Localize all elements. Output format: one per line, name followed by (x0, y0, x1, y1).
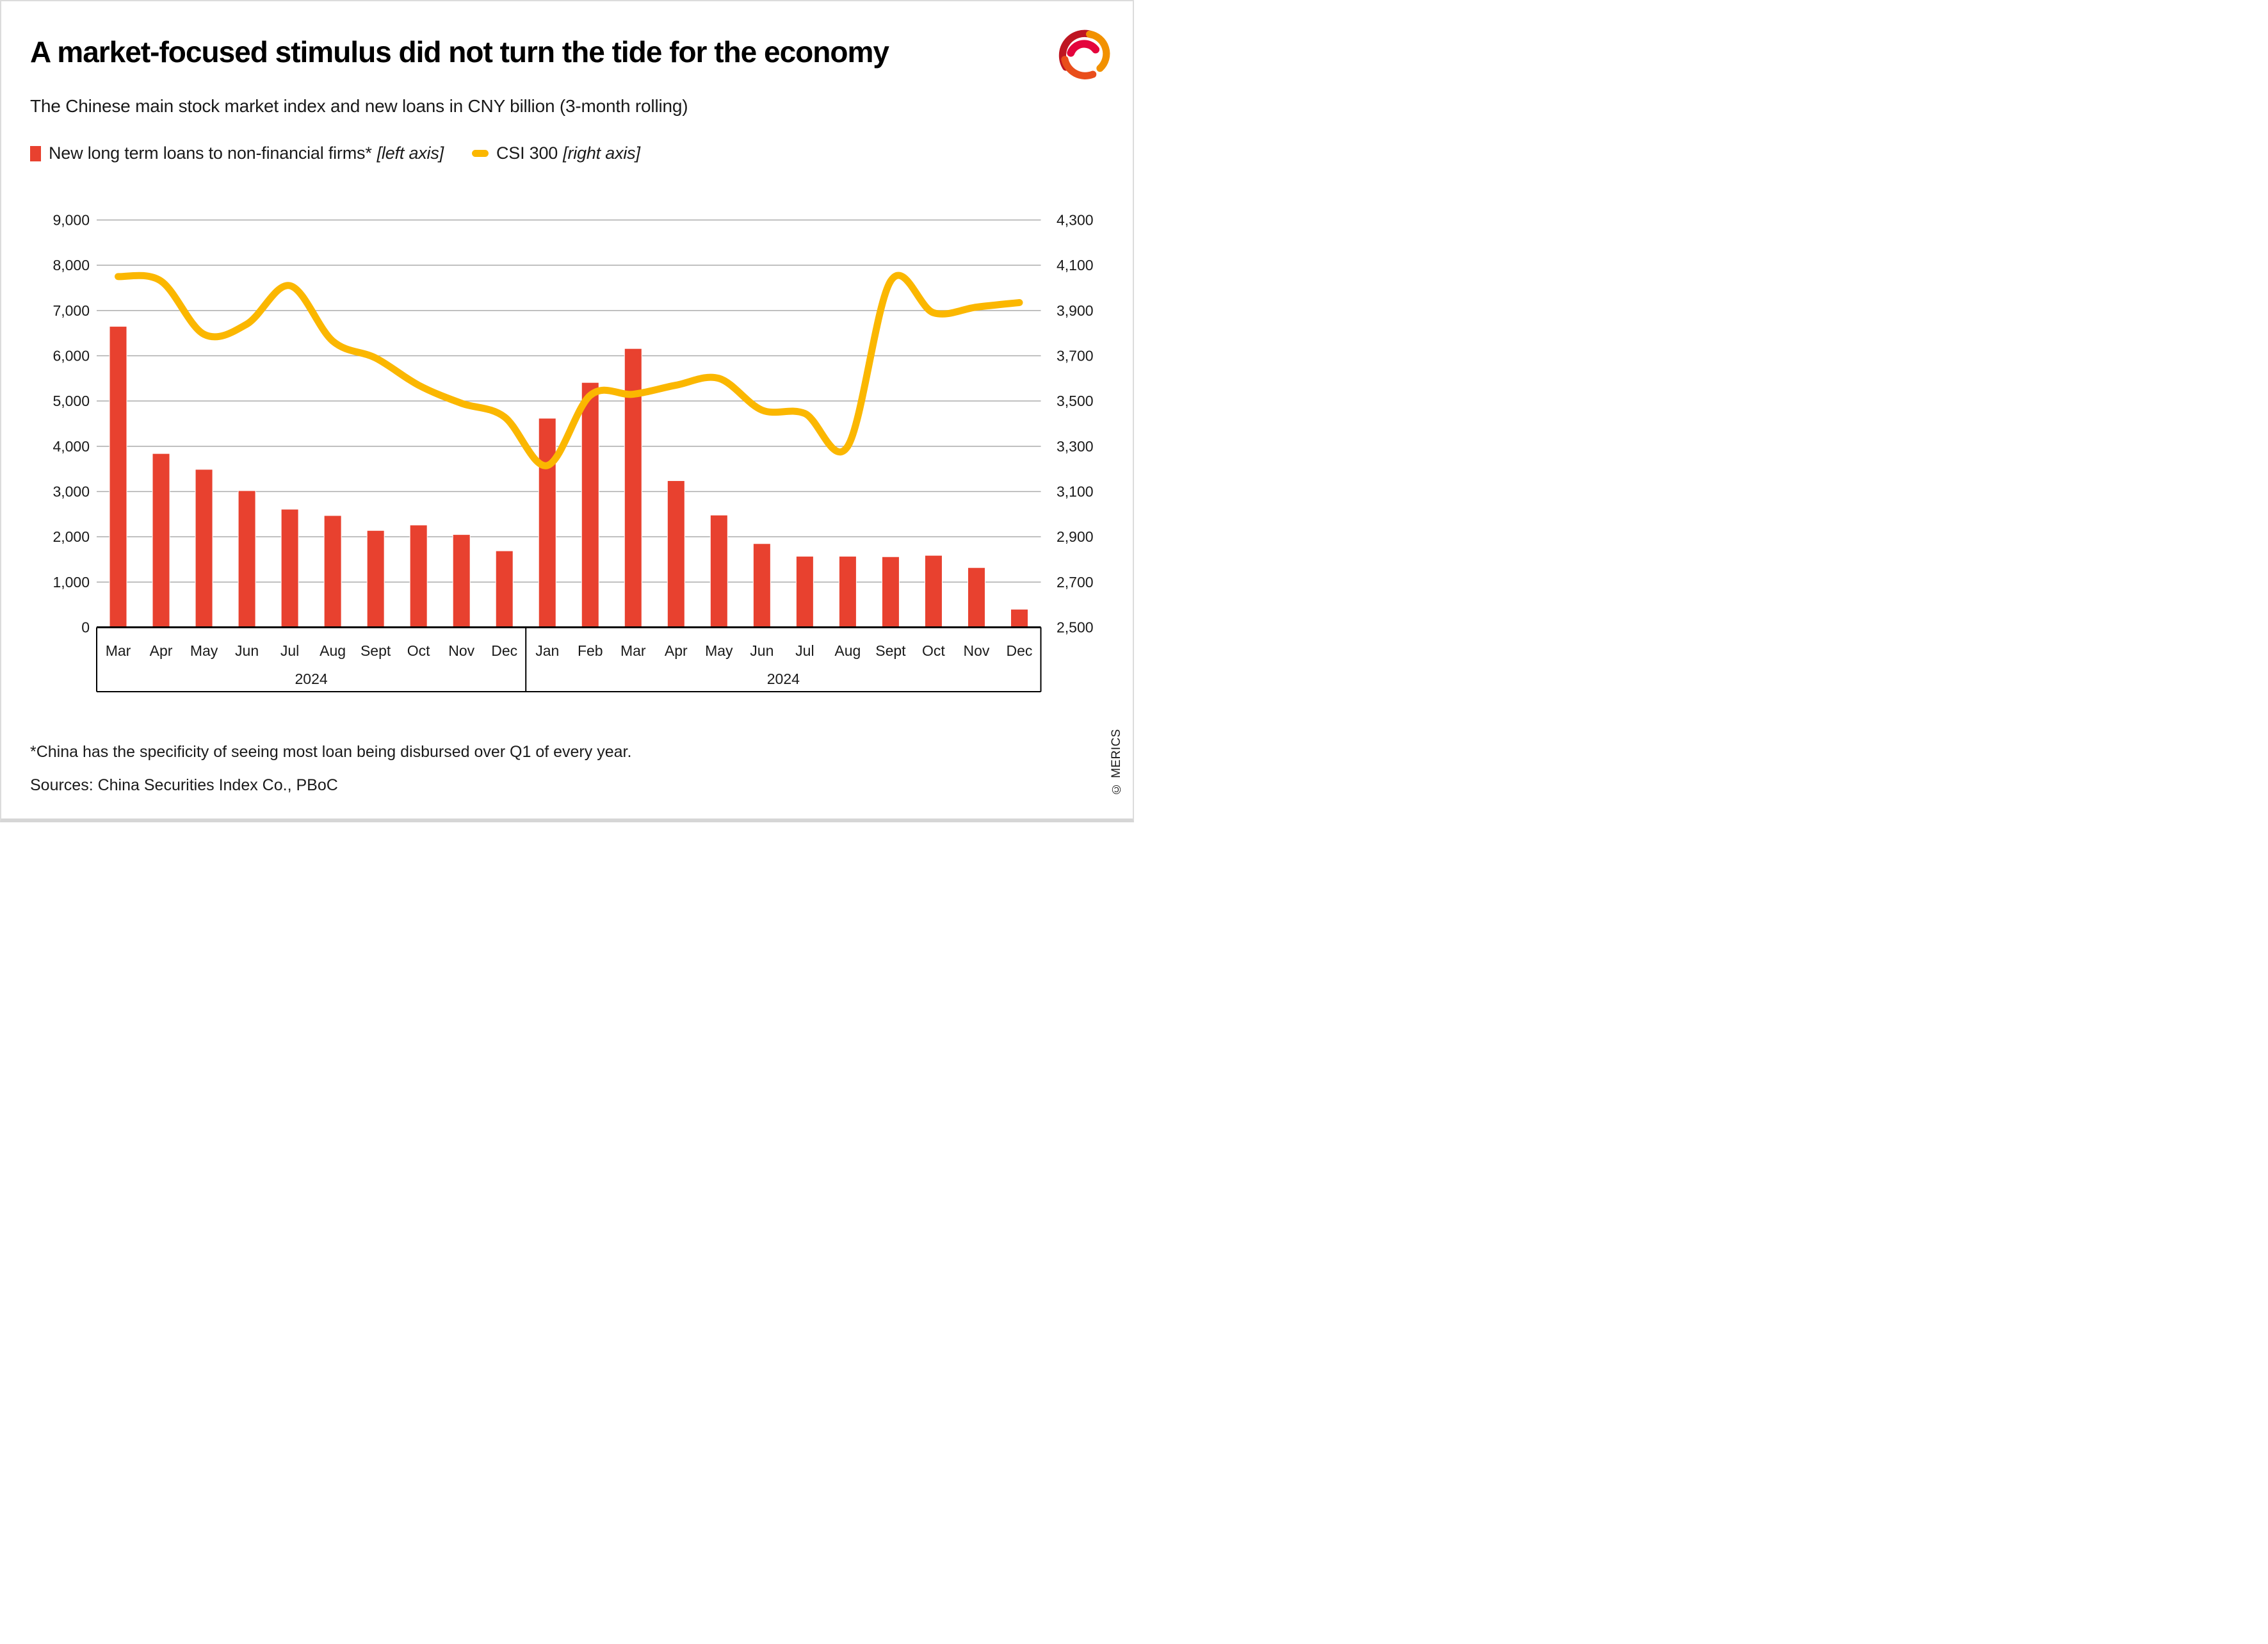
bar (538, 418, 556, 628)
month-label: Jul (280, 642, 299, 659)
month-label: Jul (795, 642, 814, 659)
loans-swatch-icon (30, 145, 41, 161)
month-label: Oct (407, 642, 430, 659)
legend-item-csi300: CSI 300 [right axis] (471, 143, 640, 163)
legend-label-csi300: CSI 300 (496, 143, 558, 163)
right-axis-tick: 2,900 (1057, 528, 1094, 545)
right-axis-labels: 4,300 4,100 3,900 3,700 3,500 3,300 3,100 2,900… (1057, 212, 1094, 636)
bar (409, 525, 428, 628)
month-label: Jun (235, 642, 259, 659)
right-axis-tick: 2,500 (1057, 619, 1094, 636)
left-axis-tick: 0 (81, 619, 90, 636)
bar (967, 567, 985, 628)
bar (323, 515, 342, 628)
legend-axis-note-left: [left axis] (377, 143, 444, 163)
legend-axis-note-right: [right axis] (563, 143, 640, 163)
bar (924, 555, 943, 628)
page-title: A market-focused stimulus did not turn t… (30, 35, 889, 69)
chart-canvas: 9,000 8,000 7,000 6,000 5,000 4,000 3,000 2,000… (53, 212, 1094, 692)
bar (881, 556, 900, 628)
left-axis-tick: 3,000 (53, 484, 90, 500)
right-axis-tick: 3,700 (1057, 348, 1094, 364)
right-axis-tick: 2,700 (1057, 574, 1094, 590)
right-axis-tick: 4,300 (1057, 212, 1094, 229)
month-label: Aug (320, 642, 346, 659)
bar (795, 556, 814, 628)
month-label: Nov (448, 642, 474, 659)
right-axis-tick: 3,300 (1057, 438, 1094, 455)
x-axis-box (96, 626, 1042, 692)
bar (667, 480, 685, 628)
left-axis-tick: 8,000 (53, 257, 90, 273)
month-label: Nov (964, 642, 990, 659)
month-label: Mar (620, 642, 646, 659)
month-label: Dec (491, 642, 517, 659)
bar (238, 490, 256, 628)
bar (452, 534, 471, 628)
month-label: Sept (875, 642, 906, 659)
right-axis-tick: 3,500 (1057, 393, 1094, 409)
year-label: 2024 (767, 671, 800, 687)
left-axis-tick: 6,000 (53, 348, 90, 364)
month-label: Sept (360, 642, 391, 659)
month-label: Apr (150, 642, 173, 659)
left-axis-tick: 5,000 (53, 393, 90, 409)
month-labels: Mar Apr May Jun Jul Aug Sept Oct Nov Dec Jan Feb Mar… (106, 642, 1033, 659)
bar (195, 469, 213, 628)
bar-series (109, 326, 1028, 628)
copyright: © MERICS (1110, 728, 1123, 795)
csi300-swatch-icon (471, 150, 489, 157)
month-label: Dec (1007, 642, 1033, 659)
bar (280, 509, 299, 628)
left-axis-tick: 9,000 (53, 212, 90, 229)
page-subtitle: The Chinese main stock market index and … (30, 96, 688, 116)
bar (366, 530, 385, 628)
footnote: *China has the specificity of seeing mos… (30, 743, 632, 761)
sources: Sources: China Securities Index Co., PBo… (30, 776, 338, 794)
bar (752, 543, 771, 628)
right-axis-tick: 3,900 (1057, 302, 1094, 319)
left-axis-tick: 2,000 (53, 528, 90, 545)
bar (581, 382, 599, 628)
left-axis-tick: 4,000 (53, 438, 90, 455)
left-axis-labels: 9,000 8,000 7,000 6,000 5,000 4,000 3,000 2,000… (53, 212, 90, 636)
month-label: Aug (834, 642, 861, 659)
bar (838, 556, 857, 628)
left-axis-tick: 7,000 (53, 302, 90, 319)
bar (109, 326, 127, 628)
year-label: 2024 (295, 671, 328, 687)
bar (1010, 608, 1028, 628)
left-axis-tick: 1,000 (53, 574, 90, 590)
legend: New long term loans to non-financial fir… (30, 143, 640, 163)
merics-logo-icon (1058, 29, 1110, 79)
csi300-line (115, 272, 1023, 469)
bar (495, 550, 514, 628)
month-label: May (705, 642, 733, 659)
year-labels: 2024 2024 (295, 671, 800, 687)
legend-label-loans: New long term loans to non-financial fir… (49, 143, 372, 163)
right-axis-tick: 4,100 (1057, 257, 1094, 273)
month-label: Mar (106, 642, 131, 659)
month-label: Feb (578, 642, 603, 659)
legend-item-loans: New long term loans to non-financial fir… (30, 143, 444, 163)
month-label: Jun (750, 642, 774, 659)
month-label: Oct (922, 642, 945, 659)
right-axis-tick: 3,100 (1057, 484, 1094, 500)
month-label: Jan (535, 642, 559, 659)
bar (709, 514, 728, 628)
bar (152, 453, 170, 628)
chart-figure: A market-focused stimulus did not turn t… (0, 0, 1134, 822)
month-label: Apr (665, 642, 688, 659)
month-label: May (190, 642, 218, 659)
